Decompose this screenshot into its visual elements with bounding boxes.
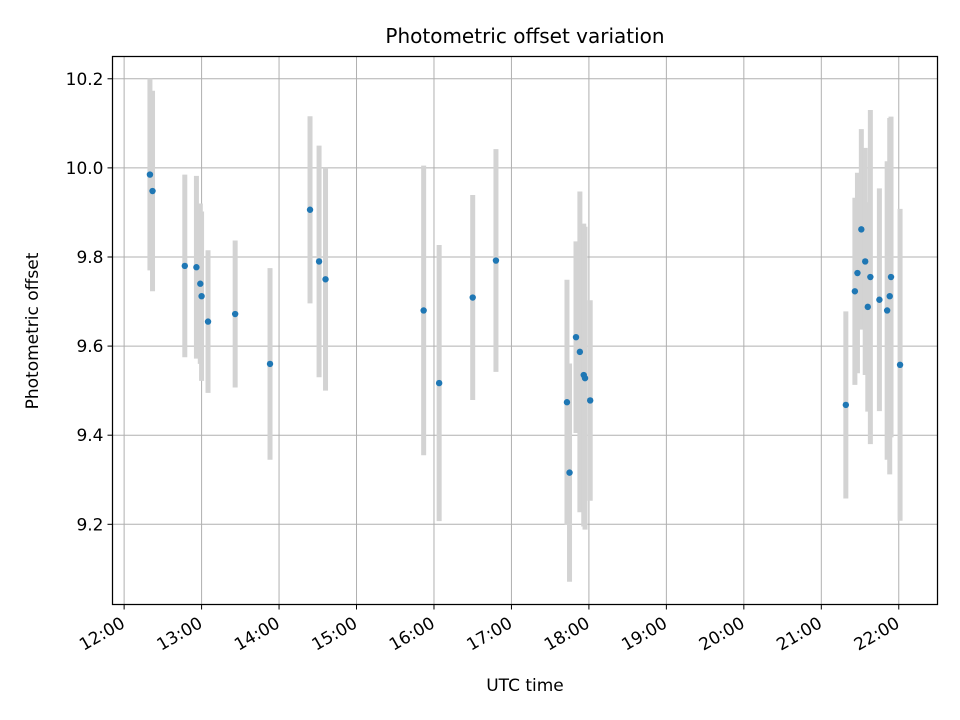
data-point [566, 469, 573, 476]
data-point [435, 379, 443, 387]
y-tick-label: 10.0 [66, 159, 104, 179]
data-point [322, 276, 329, 283]
data-point [851, 288, 859, 295]
y-tick-label: 10.2 [66, 70, 104, 90]
data-point [231, 310, 239, 318]
data-point [193, 264, 200, 271]
data-point [197, 280, 204, 287]
data-point [266, 360, 274, 368]
data-point [492, 257, 500, 264]
y-tick-label: 9.4 [76, 426, 103, 446]
data-point [842, 401, 850, 409]
data-point [181, 262, 189, 270]
data-point [420, 307, 427, 314]
data-point [306, 206, 314, 213]
plot-frame [111, 55, 939, 606]
data-point [854, 269, 861, 277]
data-point [576, 348, 584, 356]
data-point [315, 258, 323, 265]
y-tick-label: 9.2 [76, 515, 103, 535]
y-axis: 9.2 9.4 9.6 9.8 10.0 10.2 [66, 70, 113, 535]
y-tick-label: 9.8 [76, 248, 103, 268]
data-point [861, 258, 869, 265]
data-point [198, 292, 205, 300]
data-point [149, 187, 156, 195]
y-axis-title: Photometric offset [23, 252, 43, 409]
data-point [586, 397, 594, 404]
data-point [469, 294, 476, 301]
data-point [896, 361, 904, 369]
data-point [886, 292, 893, 300]
data-point [887, 273, 895, 281]
data-point [581, 374, 589, 382]
data-point [883, 307, 891, 314]
y-tick-label: 9.6 [76, 337, 103, 357]
data-point [864, 303, 871, 311]
data-point [204, 318, 212, 325]
x-axis-title: UTC time [486, 676, 564, 696]
data-point [858, 226, 865, 233]
data-points [146, 171, 904, 476]
data-point [572, 333, 580, 341]
chart-title: Photometric offset variation [385, 24, 664, 48]
data-point [867, 273, 874, 281]
data-point [876, 296, 883, 303]
data-point [563, 399, 571, 406]
grid [112, 56, 938, 605]
data-point [146, 171, 154, 178]
